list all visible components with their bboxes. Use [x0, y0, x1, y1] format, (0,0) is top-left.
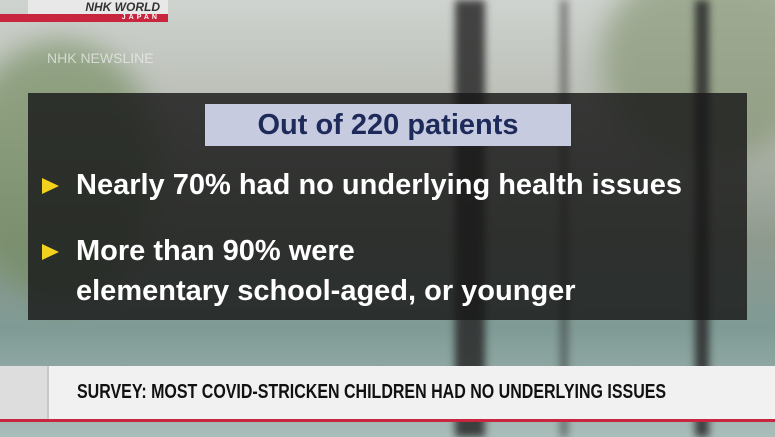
panel-title: Out of 220 patients [205, 104, 571, 146]
bullet-text: Nearly 70% had no underlying health issu… [76, 169, 682, 201]
program-name: NHK NEWSLINE [47, 50, 154, 66]
lower-third: SURVEY: MOST COVID-STRICKEN CHILDREN HAD… [0, 366, 775, 419]
logo-brand: NHK WORLD [28, 0, 168, 14]
logo-sub: JAPAN [0, 14, 168, 22]
triangle-bullet-icon [42, 244, 59, 260]
headline: SURVEY: MOST COVID-STRICKEN CHILDREN HAD… [77, 381, 667, 403]
lower-third-tab [0, 366, 49, 419]
bullet-text: More than 90% were [76, 235, 355, 267]
accent-line [0, 419, 775, 422]
triangle-bullet-icon [42, 178, 59, 194]
bullet-text: elementary school-aged, or younger [76, 275, 576, 307]
